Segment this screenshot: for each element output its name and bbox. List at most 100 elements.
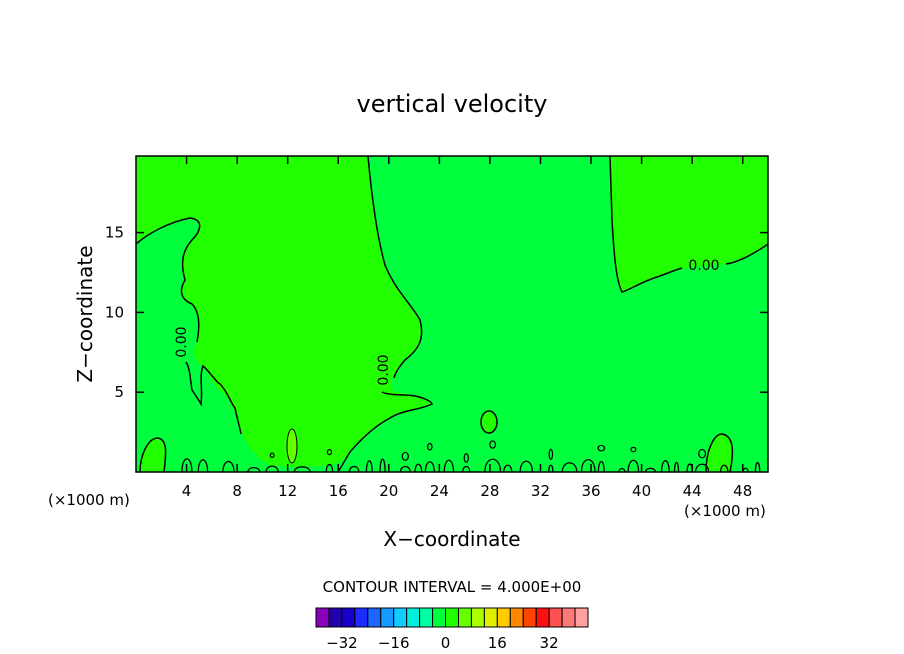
colorbar-swatch <box>522 607 537 628</box>
x-axis-unit-left: (×1000 m) <box>48 491 130 509</box>
colorbar-swatch <box>470 607 485 628</box>
colorbar-swatch <box>367 607 382 628</box>
contour-line-right <box>609 155 683 293</box>
near-surface-contour <box>561 462 578 473</box>
contour-label-left: 0.00 <box>174 326 190 357</box>
x-tick-label: 20 <box>379 482 398 500</box>
x-tick-label: 8 <box>232 482 242 500</box>
near-surface-contour <box>660 460 670 473</box>
near-surface-contour <box>597 460 605 473</box>
x-tick-label: 24 <box>430 482 449 500</box>
colorbar-swatch <box>315 607 330 628</box>
positive-region-right <box>610 156 768 292</box>
near-surface-contour <box>548 464 554 473</box>
near-surface-contour <box>644 467 657 473</box>
near-surface-contours <box>181 440 761 473</box>
contour-closed-cell <box>480 410 498 434</box>
near-surface-cell <box>630 446 637 453</box>
near-surface-contour <box>694 463 710 473</box>
colorbar-tick-label: 0 <box>441 634 451 652</box>
near-surface-contour <box>414 463 423 473</box>
near-surface-contour <box>618 467 626 473</box>
near-surface-contour <box>503 464 513 473</box>
near-surface-cell <box>463 452 469 463</box>
near-surface-contour <box>754 462 761 473</box>
near-surface-contour <box>627 459 640 473</box>
contour-closed-cell-bottom-left <box>139 437 167 473</box>
plot-frame <box>135 155 769 473</box>
x-tick-label: 4 <box>182 482 192 500</box>
y-tick-label: 15 <box>105 224 124 242</box>
x-tick-label: 32 <box>531 482 550 500</box>
colorbar-swatch <box>354 607 369 628</box>
near-surface-contour <box>719 464 729 473</box>
contour-line-center <box>367 155 423 379</box>
plot-area: 0.00 0.00 0.00 <box>135 155 769 473</box>
contour-interval-label: CONTOUR INTERVAL = 4.000E+00 <box>323 578 582 596</box>
x-axis-unit-right: (×1000 m) <box>684 502 766 520</box>
colorbar-swatch <box>406 607 421 628</box>
x-tick-label: 28 <box>480 482 499 500</box>
colorbar-swatch <box>419 607 434 628</box>
contour-closed-cell-bottom-right <box>705 433 734 473</box>
contour-closed-cell-light <box>286 428 298 464</box>
near-surface-contour <box>379 458 386 473</box>
x-tick-label: 44 <box>683 482 702 500</box>
near-surface-cell <box>427 442 433 451</box>
near-surface-cell <box>326 448 333 456</box>
contour-line-left <box>135 217 201 343</box>
y-axis-ticks: 5 10 15 <box>105 224 768 401</box>
x-tick-label: 16 <box>329 482 348 500</box>
near-surface-cell <box>489 440 497 449</box>
near-surface-contour <box>399 465 411 473</box>
colorbar-swatch <box>457 607 472 628</box>
colorbar-tick-label: −32 <box>326 634 358 652</box>
colorbar-swatch <box>445 607 459 628</box>
near-surface-contour <box>484 458 502 473</box>
near-surface-cell <box>269 452 275 459</box>
colorbar-swatch <box>535 607 550 628</box>
near-surface-cell <box>698 448 707 459</box>
near-surface-contour <box>348 465 360 473</box>
near-surface-contour <box>443 459 455 473</box>
near-surface-contour <box>181 458 193 473</box>
colorbar: −32 −16 0 16 32 <box>315 607 589 652</box>
contour-line-center-lower <box>337 391 433 473</box>
near-surface-contour <box>265 465 279 473</box>
colorbar-swatch <box>393 607 408 628</box>
colorbar-swatch <box>509 607 524 628</box>
near-surface-cell <box>548 448 554 460</box>
near-surface-cell <box>597 444 606 452</box>
y-tick-label: 5 <box>114 383 124 401</box>
near-surface-contour <box>424 461 435 473</box>
colorbar-swatch <box>496 607 511 628</box>
near-surface-cell <box>401 451 409 461</box>
colorbar-swatch <box>380 607 395 628</box>
x-axis-ticks: 4 8 12 16 20 24 28 32 36 40 44 48 <box>182 156 752 500</box>
near-surface-contour <box>462 465 471 473</box>
near-surface-contour <box>580 459 596 473</box>
x-tick-label: 12 <box>278 482 297 500</box>
near-surface-contour <box>222 460 235 473</box>
near-surface-contour <box>673 461 680 473</box>
x-tick-label: 40 <box>632 482 651 500</box>
near-surface-contour <box>247 467 261 473</box>
colorbar-swatch <box>548 607 563 628</box>
colorbar-swatch <box>483 607 498 628</box>
colorbar-swatch <box>341 607 356 628</box>
x-tick-label: 36 <box>581 482 600 500</box>
near-surface-contour <box>197 459 209 473</box>
contour-line-right-end <box>725 243 769 265</box>
colorbar-swatch <box>561 607 576 628</box>
colorbar-tick-label: 32 <box>540 634 559 652</box>
colorbar-tick-label: −16 <box>378 634 410 652</box>
colorbar-swatch <box>328 607 343 628</box>
colorbar-swatch <box>432 607 447 628</box>
y-tick-label: 10 <box>105 303 124 321</box>
near-surface-contour <box>293 466 311 473</box>
chart-title: vertical velocity <box>357 90 548 118</box>
x-axis-title: X−coordinate <box>383 527 520 551</box>
y-axis-title: Z−coordinate <box>73 245 97 382</box>
